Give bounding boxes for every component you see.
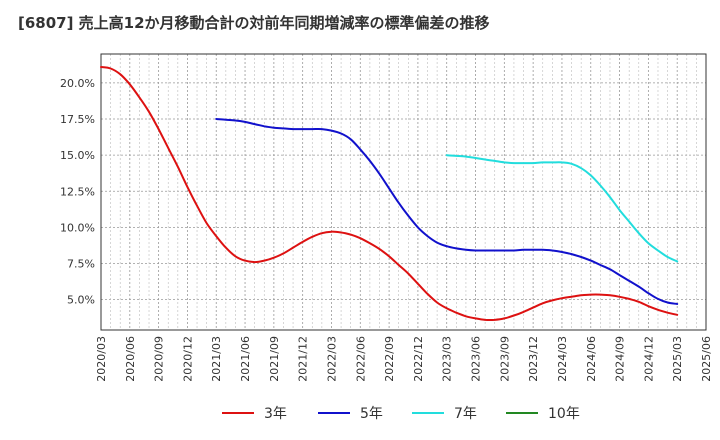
y-tick-label: 10.0% <box>60 221 95 234</box>
legend-label: 5年 <box>360 406 383 422</box>
x-axis-tick-labels: 2020/03 2020/06 2020/09 2020/12 2021/03 2021/… <box>95 336 713 382</box>
x-tick-label: 2021/12 <box>297 336 310 382</box>
x-tick-label: 2023/06 <box>470 336 483 382</box>
x-tick-label: 2025/03 <box>671 336 684 382</box>
plot-frame <box>100 53 707 331</box>
y-tick-label: 15.0% <box>60 149 95 162</box>
y-tick-label: 12.5% <box>60 185 95 198</box>
x-tick-label: 2022/12 <box>412 336 425 382</box>
series-layer <box>100 66 679 322</box>
x-tick-label: 2022/09 <box>383 336 396 382</box>
legend-label: 3年 <box>264 406 287 422</box>
chart-title: [6807] 売上高12か月移動合計の対前年同期増減率の標準偏差の推移 <box>18 14 490 32</box>
y-tick-label: 20.0% <box>60 77 95 90</box>
y-tick-label: 7.5% <box>67 258 95 271</box>
x-tick-label: 2023/12 <box>527 336 540 382</box>
series-line-7年 <box>445 154 679 263</box>
x-tick-label: 2024/12 <box>642 336 655 382</box>
y-axis-tick-labels: 5.0% 7.5% 10.0% 12.5% 15.0% 17.5% 20.0% <box>60 77 95 307</box>
legend: 3年 5年 7年 10年 <box>222 406 580 422</box>
y-tick-label: 5.0% <box>67 294 95 307</box>
x-tick-label: 2024/03 <box>556 336 569 382</box>
x-tick-label: 2020/09 <box>153 336 166 382</box>
x-tick-label: 2022/06 <box>354 336 367 382</box>
plot-background <box>101 54 706 330</box>
series-line-3年 <box>100 66 679 322</box>
x-tick-label: 2020/03 <box>95 336 108 382</box>
x-tick-label: 2023/03 <box>441 336 454 382</box>
x-tick-label: 2020/06 <box>124 336 137 382</box>
x-tick-label: 2021/03 <box>210 336 223 382</box>
legend-label: 10年 <box>548 406 580 422</box>
x-tick-label: 2021/06 <box>239 336 252 382</box>
x-tick-label: 2022/03 <box>325 336 338 382</box>
legend-label: 7年 <box>454 406 477 422</box>
x-gridlines <box>100 54 707 330</box>
x-tick-label: 2025/06 <box>700 336 713 382</box>
x-tick-label: 2024/06 <box>585 336 598 382</box>
x-tick-label: 2023/09 <box>498 336 511 382</box>
x-tick-label: 2024/09 <box>614 336 627 382</box>
y-tick-label: 17.5% <box>60 113 95 126</box>
x-tick-label: 2020/12 <box>181 336 194 382</box>
x-tick-label: 2021/09 <box>268 336 281 382</box>
series-line-5年 <box>215 118 679 305</box>
